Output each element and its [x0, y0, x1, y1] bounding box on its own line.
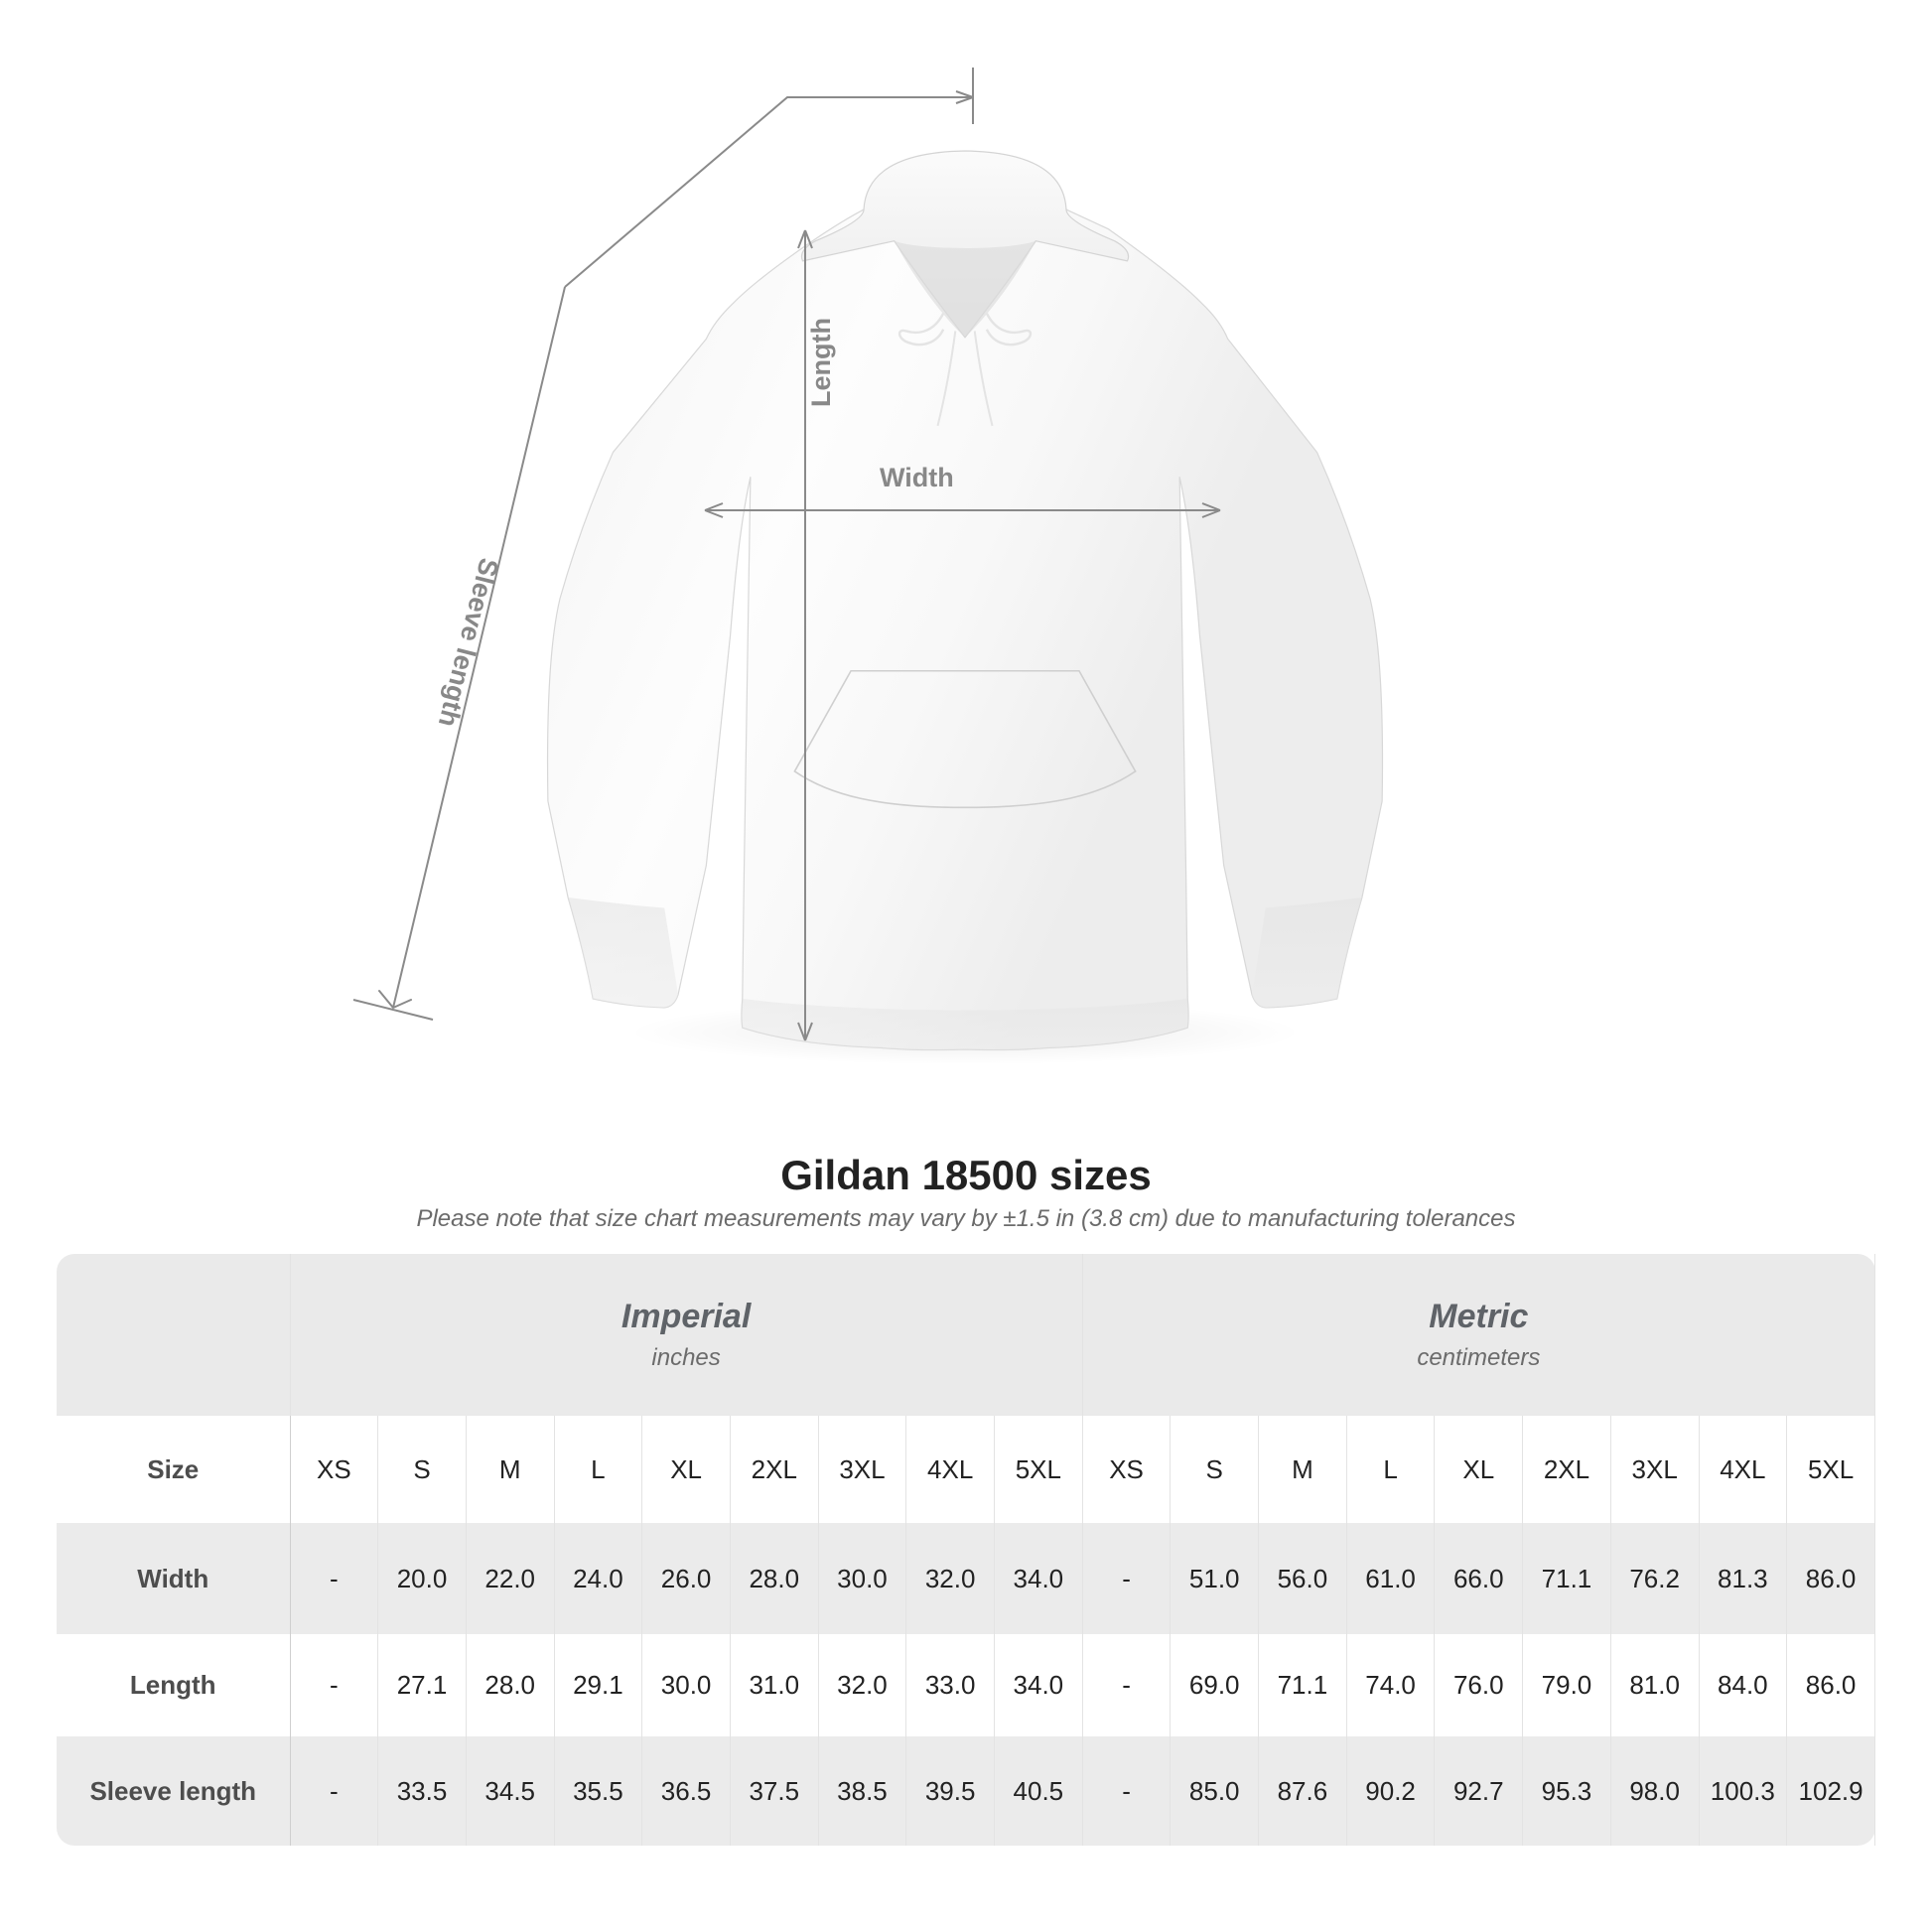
svg-text:Width: Width: [880, 463, 954, 492]
svg-text:Length: Length: [806, 318, 836, 407]
svg-text:Sleeve length: Sleeve length: [433, 555, 504, 730]
